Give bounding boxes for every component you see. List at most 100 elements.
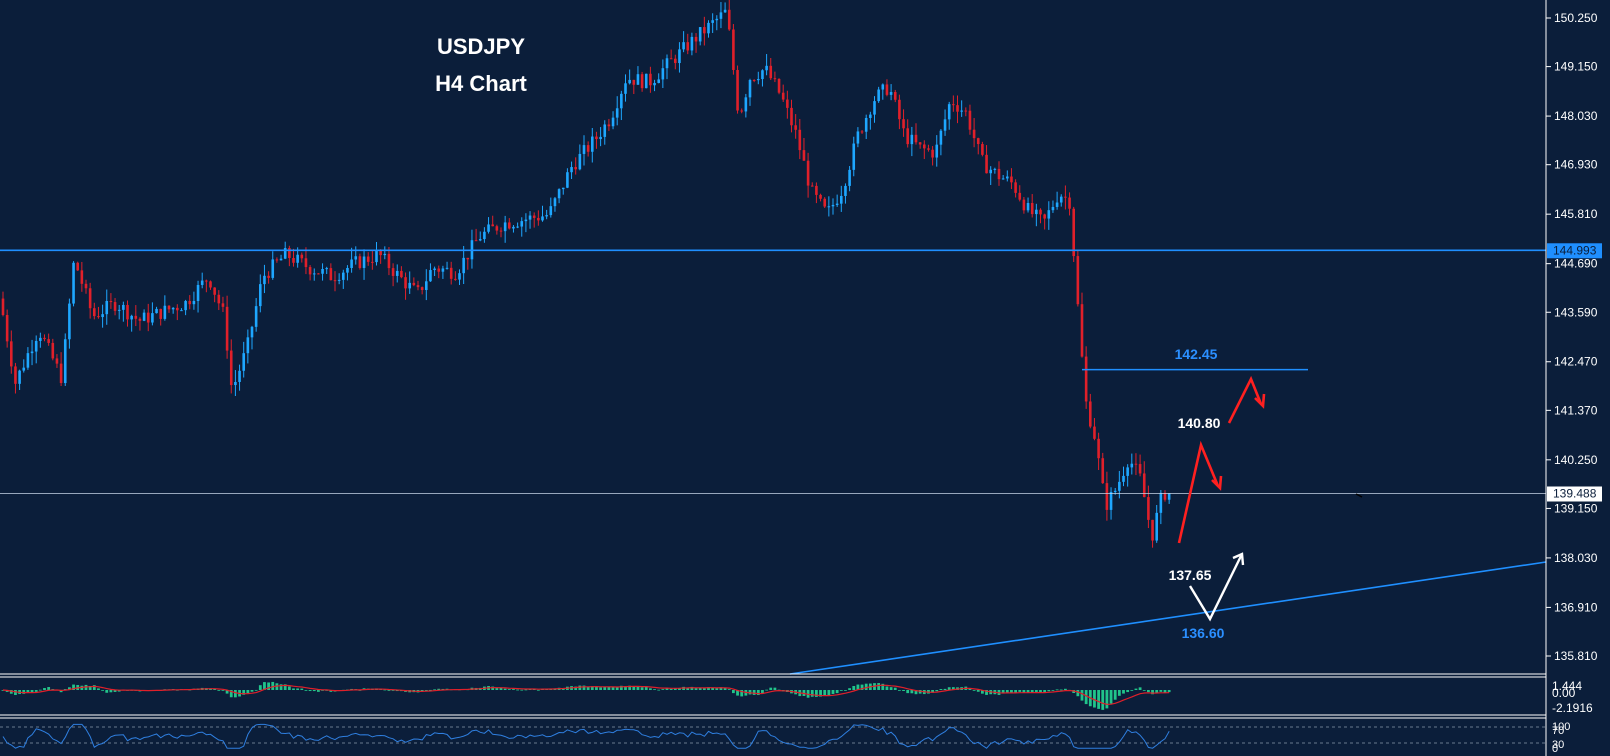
candle-body xyxy=(425,281,428,290)
macd-bar xyxy=(1039,690,1042,693)
macd-bar xyxy=(839,690,843,691)
candle-body xyxy=(238,370,241,382)
macd-bar xyxy=(619,685,623,690)
resistance-price-tag: 144.993 xyxy=(1547,243,1602,259)
candle-body xyxy=(1043,214,1046,219)
candle-body xyxy=(586,145,590,152)
macd-bar xyxy=(939,689,943,690)
candle-body xyxy=(761,70,764,80)
macd-bar xyxy=(574,686,578,690)
candle-body xyxy=(1051,206,1055,211)
macd-bar xyxy=(649,688,652,690)
candle-body xyxy=(968,110,972,130)
candle-body xyxy=(674,58,677,64)
candle-body xyxy=(188,300,192,305)
candle-body xyxy=(678,49,681,64)
price-scale[interactable]: 150.250 149.150 148.030 146.930 145.810 144.6… xyxy=(1546,11,1598,663)
macd-bar xyxy=(68,687,71,690)
rsi-scale-30: 30 xyxy=(1552,739,1564,751)
candle-body xyxy=(1084,356,1088,402)
candle-body xyxy=(985,154,988,174)
macd-bar xyxy=(852,686,856,690)
macd-bar xyxy=(972,690,976,691)
rising-support-trendline[interactable] xyxy=(789,561,1547,675)
candle-body xyxy=(221,303,225,307)
candle-body xyxy=(171,307,175,310)
candle-body xyxy=(1064,196,1067,198)
macd-bar xyxy=(304,690,308,691)
macd-bar xyxy=(740,690,744,697)
macd-bar xyxy=(1047,690,1051,692)
candle-body xyxy=(1155,512,1158,541)
candle-body xyxy=(499,230,503,232)
candle-body xyxy=(1035,209,1038,215)
candle-body xyxy=(138,318,142,321)
price-scale-label: 144.690 xyxy=(1554,257,1598,271)
candle-body xyxy=(1080,304,1084,357)
candle-body xyxy=(1,298,5,315)
candle-body xyxy=(661,68,665,80)
candle-body xyxy=(885,84,889,95)
macd-bar xyxy=(329,690,333,692)
candle-body xyxy=(869,114,872,118)
candle-body xyxy=(1068,197,1071,209)
candle-body xyxy=(288,248,291,259)
macd-bar xyxy=(242,690,246,695)
candle-body xyxy=(570,167,573,173)
macd-signal-line xyxy=(2,684,1170,705)
macd-bar xyxy=(582,685,586,690)
macd-bar xyxy=(254,689,258,691)
candle-body xyxy=(362,256,366,268)
candle-body xyxy=(325,268,328,270)
candle-body xyxy=(889,92,893,95)
candle-body xyxy=(1001,178,1005,180)
annotation-140-80: 140.80 xyxy=(1178,415,1221,431)
candle-body xyxy=(317,273,320,275)
candle-body xyxy=(711,20,714,23)
candle-body xyxy=(478,239,482,241)
macd-bar xyxy=(877,683,881,690)
candle-body xyxy=(445,267,449,269)
macd-bar xyxy=(1034,690,1038,693)
rsi-scale-70: 70 xyxy=(1552,725,1564,737)
candle-body xyxy=(1138,464,1142,474)
candle-body xyxy=(117,309,121,311)
candle-body xyxy=(727,9,731,30)
macd-bar xyxy=(893,687,897,690)
macd-bar xyxy=(536,689,540,691)
macd-bar xyxy=(910,690,914,694)
candle-body xyxy=(561,187,565,190)
candle-body xyxy=(574,167,577,170)
candle-body xyxy=(358,256,362,268)
candle-body xyxy=(354,256,358,260)
macd-bar xyxy=(595,686,598,690)
candle-body xyxy=(122,304,125,310)
macd-bar xyxy=(1113,690,1117,700)
candle-body xyxy=(342,272,345,280)
macd-bar xyxy=(732,690,735,694)
macd-bar xyxy=(1101,690,1105,710)
candle-body xyxy=(159,308,162,319)
macd-bar xyxy=(968,688,972,690)
price-scale-label: 145.810 xyxy=(1554,207,1598,221)
macd-bar xyxy=(1147,690,1150,693)
macd-bar xyxy=(387,690,391,691)
candle-body xyxy=(1006,176,1009,179)
price-area[interactable]: USDJPY H4 Chart 142.45 140.80 137.65 136… xyxy=(0,0,1547,675)
candle-body xyxy=(26,353,30,368)
rsi-pane[interactable] xyxy=(0,723,1546,749)
candle-body xyxy=(59,363,63,384)
macd-pane[interactable] xyxy=(1,681,1171,710)
macd-bar xyxy=(914,690,918,695)
macd-bar xyxy=(213,688,217,690)
candle-body xyxy=(416,285,420,288)
macd-bar xyxy=(844,690,847,691)
candle-body xyxy=(420,287,424,290)
price-scale-label: 142.470 xyxy=(1554,355,1598,369)
candle-body xyxy=(744,97,748,112)
macd-bar xyxy=(1084,690,1088,705)
macd-bar xyxy=(810,690,814,697)
candle-body xyxy=(312,273,316,275)
rsi-scale-100: 100 xyxy=(1552,721,1570,733)
